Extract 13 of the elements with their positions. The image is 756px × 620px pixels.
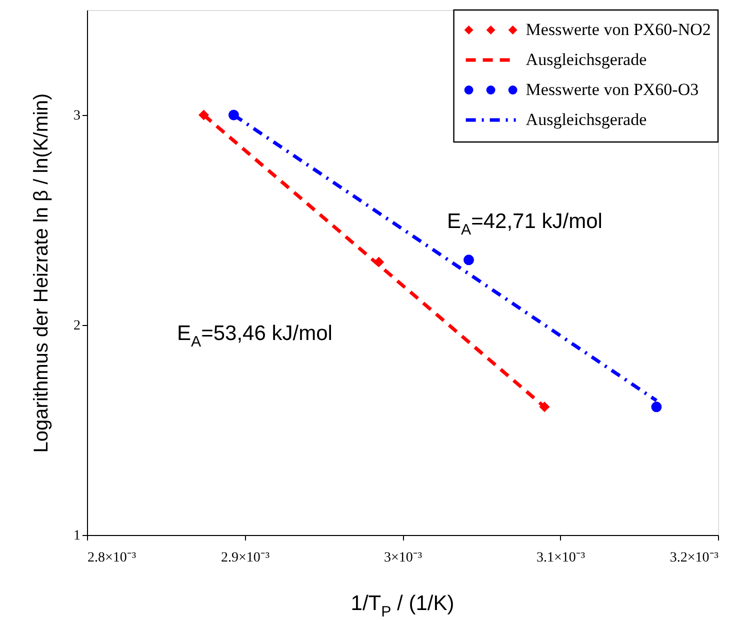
legend-label: Ausgleichsgerade: [526, 50, 647, 69]
x-tick-label: 3.2×10⁻³: [670, 550, 718, 566]
x-tick-label: 3×10⁻³: [384, 550, 422, 566]
y-tick-label: 1: [74, 528, 80, 544]
legend-label: Messwerte von PX60-O3: [526, 80, 699, 99]
y-tick-label: 2: [74, 318, 80, 334]
y-tick-label: 3: [74, 108, 80, 124]
legend-label: Ausgleichsgerade: [526, 110, 647, 129]
legend-label: Messwerte von PX60-NO2: [526, 20, 711, 39]
y-axis-title: Logarithmus der Heizrate ln β / ln(K/min): [30, 93, 52, 453]
x-tick-label: 2.8×10⁻³: [88, 550, 136, 566]
x-tick-label: 2.9×10⁻³: [220, 550, 270, 566]
x-tick-label: 3.1×10⁻³: [536, 550, 586, 566]
